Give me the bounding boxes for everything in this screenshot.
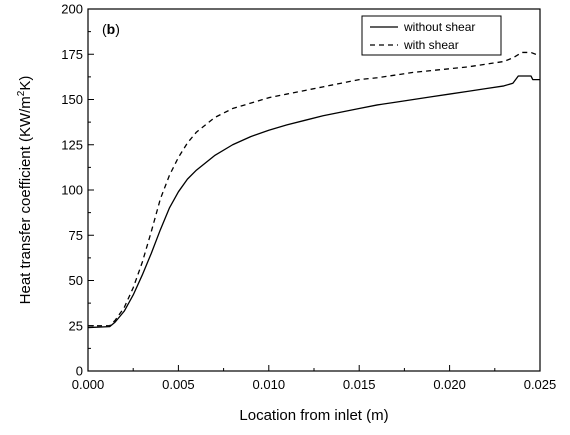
series-layer (87, 51, 541, 329)
x-tick-label: 0.005 (162, 377, 195, 392)
x-axis-title: Location from inlet (m) (239, 407, 388, 424)
y-tick-label: 25 (69, 318, 83, 333)
plot-frame (87, 8, 541, 372)
y-tick-label: 200 (61, 2, 83, 17)
legend-box (361, 15, 502, 56)
y-axis-title: Heat transfer coefficient (KW/m2K) (16, 76, 34, 305)
x-tick-label: 0.015 (343, 377, 376, 392)
y-tick-label: 100 (61, 183, 83, 198)
x-tick-label: 0.020 (433, 377, 466, 392)
x-tick-label: 0.010 (253, 377, 286, 392)
legend-label-without-shear: without shear (403, 20, 475, 34)
x-axis: 0.000 0.005 0.010 0.015 0.020 0.025 (72, 365, 557, 392)
x-tick-label: 0.000 (72, 377, 105, 392)
x-tick-label: 0.025 (524, 377, 557, 392)
series-line-without-shear (87, 75, 540, 329)
legend: without shear with shear (361, 15, 502, 56)
y-tick-label: 175 (61, 47, 83, 62)
y-axis: 0 25 50 75 100 125 150 175 200 (61, 2, 94, 379)
series-line-with-shear (88, 51, 541, 327)
y-tick-label: 150 (61, 92, 83, 107)
panel-label: (b) (102, 21, 120, 37)
y-tick-label: 125 (61, 137, 83, 152)
y-tick-label: 50 (69, 273, 83, 288)
y-tick-label: 0 (76, 364, 83, 379)
legend-label-with-shear: with shear (403, 38, 459, 52)
y-tick-label: 75 (69, 228, 83, 243)
